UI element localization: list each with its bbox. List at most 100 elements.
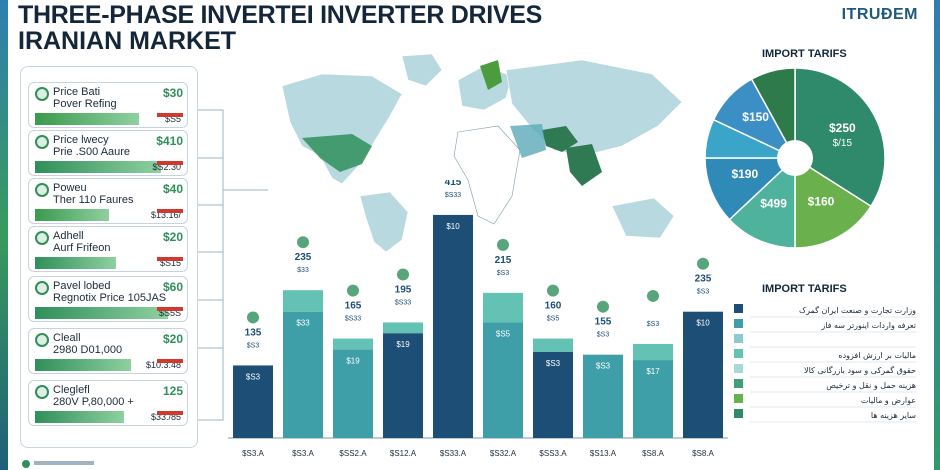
legend-item-label: عوارض و مالیات xyxy=(861,396,916,405)
x-tick-label: $S33.A xyxy=(440,449,467,458)
map-africa xyxy=(453,125,521,225)
bar-top-label: 165 xyxy=(345,301,362,312)
bar-main xyxy=(583,354,623,438)
card-sub-value: $S2.30 xyxy=(152,162,181,172)
card-price: $30 xyxy=(162,86,183,100)
card-price: $60 xyxy=(162,280,183,294)
bar-icon xyxy=(347,284,359,297)
pie-center-hole xyxy=(777,140,813,176)
bar-top-label: 235 xyxy=(295,252,312,263)
bar-main xyxy=(433,214,473,438)
card-price: $410 xyxy=(156,134,183,148)
pie-slice xyxy=(728,156,796,249)
legend-item-label: هزینه حمل و نقل و ترخیص xyxy=(826,381,916,390)
card-indicator-icon xyxy=(35,135,49,149)
bar-sub-label: $S3 xyxy=(597,332,610,339)
bar-top-label: 155 xyxy=(595,317,612,328)
bar-top-label: 215 xyxy=(495,255,512,266)
card-line2: Pover Refing xyxy=(53,98,117,110)
bar-inner-label: $S5 xyxy=(496,329,511,338)
brand-logo: ITRUĐEM xyxy=(841,6,918,23)
pie-title: IMPORT TARIFS xyxy=(762,48,847,60)
x-tick-label: $S3.A xyxy=(242,449,264,458)
card-bar: $13.16/ xyxy=(35,209,183,221)
card-bar-fill xyxy=(35,307,169,319)
card-red-marker xyxy=(157,359,183,363)
card-bar: $S15 xyxy=(35,257,183,269)
bar-icon xyxy=(697,257,709,270)
bar-inner-label: $10 xyxy=(446,222,460,231)
card-price: $20 xyxy=(162,332,183,346)
bar-main xyxy=(683,311,723,438)
bar-main xyxy=(533,352,573,438)
x-tick-label: $S3.A xyxy=(292,449,314,458)
tariff-bar-chart: $S3 135 $S3 $S3.A $33 235 $33 $S3.A $19 165 $S33 $S… xyxy=(228,180,728,458)
card-line2: Prie .S00 Aaure xyxy=(53,146,131,158)
price-card: Cleall 2980 D01,000 $20 $10.3.48 xyxy=(28,328,188,374)
world-map xyxy=(281,53,683,253)
bar-inner-label: $S3 xyxy=(596,362,611,371)
pie-slice-label: $160 xyxy=(808,194,835,208)
x-tick-label: $S8.A xyxy=(692,449,714,458)
card-price: $20 xyxy=(162,230,183,244)
card-indicator-icon xyxy=(35,231,49,245)
legend-swatch xyxy=(734,334,743,343)
tariff-legend: وزارت تجارت و صنعت ایران گمرک تعرفه واردا… xyxy=(734,304,916,423)
left-edge-strip xyxy=(0,0,8,470)
map-iran-highlight xyxy=(542,126,578,152)
bar-top-label: 235 xyxy=(695,274,712,285)
card-bar-fill xyxy=(35,411,124,423)
card-sub-value: $33./85 xyxy=(150,412,181,422)
pie-slice-label: $250 xyxy=(829,121,856,135)
bar-inner-label: $19 xyxy=(396,340,410,349)
price-card: Price lwecy Prie .S00 Aaure $410 $S2.30 xyxy=(28,130,188,176)
bar-inner-label: $10 xyxy=(696,319,710,328)
card-bar-fill xyxy=(35,359,132,371)
legend-swatch xyxy=(734,394,743,403)
card-sub-value: $S5 xyxy=(164,114,181,124)
card-bar: $S2.30 xyxy=(35,161,183,173)
bar-top-label: 135 xyxy=(245,327,262,338)
right-edge-strip xyxy=(934,0,940,470)
card-indicator-icon xyxy=(35,281,49,295)
legend-swatch xyxy=(734,364,743,373)
card-red-marker xyxy=(157,307,183,311)
bar-icon xyxy=(597,300,609,313)
bar-sub-label: $S3 xyxy=(647,321,660,328)
card-sub-value: $10.3.48 xyxy=(145,360,181,370)
bar-icon xyxy=(547,284,559,297)
legend-swatch xyxy=(734,379,743,388)
card-line2: Aurf Frifeon xyxy=(53,242,111,254)
bar-icon xyxy=(297,236,309,249)
map-australia xyxy=(611,197,675,239)
footer-mark xyxy=(22,460,94,468)
import-tariff-pie: $250 $/15 $160 $499 $190 $150 xyxy=(704,67,886,249)
pie-slice xyxy=(794,156,873,249)
card-sub-value: $S5S xyxy=(158,308,181,318)
x-tick-label: $S32.A xyxy=(490,449,517,458)
x-tick-label: $SS2.A xyxy=(339,449,367,458)
card-bar: $10.3.48 xyxy=(35,359,183,371)
bar-top-label: 195 xyxy=(395,284,412,295)
card-price: $40 xyxy=(162,182,183,196)
price-card: Price Bati Pover Refing $30 $S5 xyxy=(28,82,188,128)
bar-sub-label: $S3 xyxy=(247,342,260,349)
bar-inner-label: $19 xyxy=(346,356,360,365)
card-red-marker xyxy=(157,113,183,117)
card-red-marker xyxy=(157,209,183,213)
bar-inner-label: $17 xyxy=(646,367,660,376)
card-bar: $S5S xyxy=(35,307,183,319)
card-red-marker xyxy=(157,257,183,261)
card-line1: Poweu xyxy=(53,182,87,194)
bar-sub-label: $S5 xyxy=(547,316,560,323)
legend-item-label: حقوق گمرکی و سود بازرگانی کالا xyxy=(804,365,916,375)
bar-sub-label: $S33 xyxy=(395,299,411,306)
bar-icon xyxy=(247,311,259,324)
card-line2: Regnotix Price 105JAS xyxy=(53,292,167,304)
bar-icon xyxy=(647,289,659,302)
card-line2: 2980 D01,000 xyxy=(53,344,123,356)
card-bar: $33./85 xyxy=(35,411,183,423)
card-indicator-icon xyxy=(35,87,49,101)
bar-icon xyxy=(497,238,509,251)
pie-slice xyxy=(750,67,796,159)
